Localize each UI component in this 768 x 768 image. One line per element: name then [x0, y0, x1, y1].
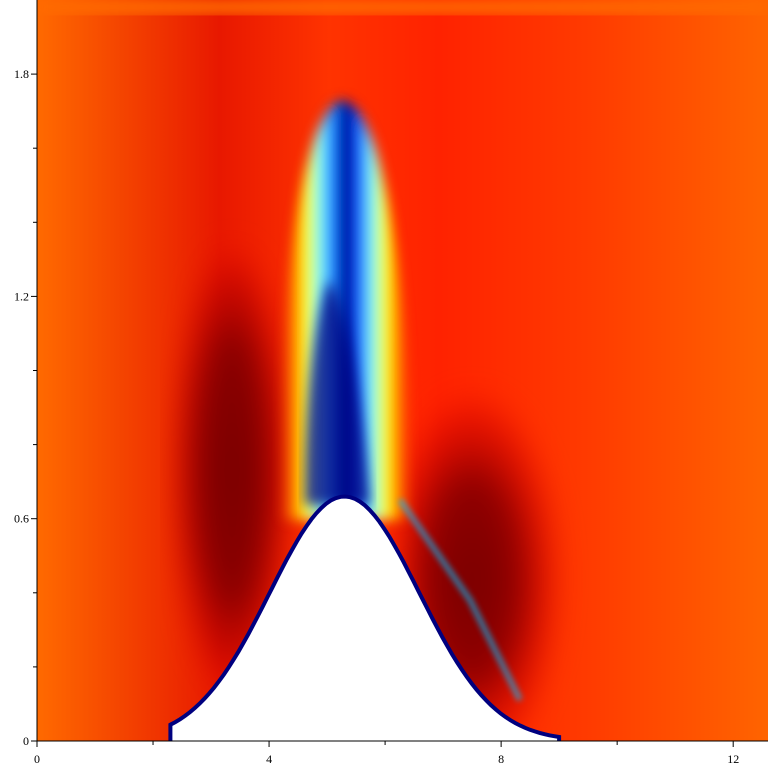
- y-tick-label: 0: [23, 734, 29, 748]
- x-ticks: 0 4 8 12: [34, 741, 739, 766]
- y-tick-label: 1.2: [14, 289, 29, 303]
- plot-area: [37, 0, 768, 741]
- x-tick-label: 0: [34, 752, 40, 766]
- y-tick-label: 1.8: [14, 67, 29, 81]
- axes: 0 4 8 12 0 0.6 1.2 1.8: [14, 0, 768, 766]
- y-ticks: 0 0.6 1.2 1.8: [14, 67, 37, 748]
- left-recirculation-region: [172, 240, 292, 700]
- x-tick-label: 4: [266, 752, 272, 766]
- y-tick-label: 0.6: [14, 512, 29, 526]
- x-tick-label: 8: [498, 752, 504, 766]
- shear-layer-right: [397, 498, 523, 702]
- top-band: [37, 0, 768, 14]
- obstacle-bump: [168, 494, 562, 741]
- jet-core: [305, 280, 370, 505]
- x-tick-label: 12: [727, 752, 739, 766]
